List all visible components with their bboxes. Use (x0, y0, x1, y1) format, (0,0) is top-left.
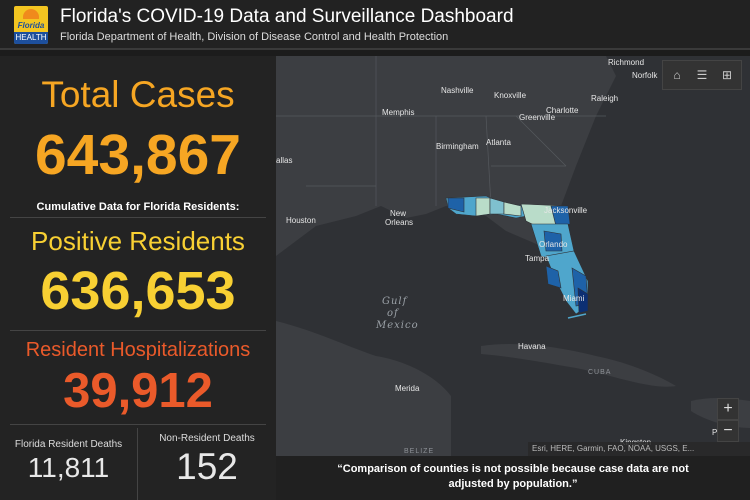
map-label-richmond: Richmond (608, 58, 645, 67)
nonresident-deaths-label: Non-Resident Deaths (159, 433, 255, 444)
basemap (276, 56, 750, 456)
map-label-orlando: Orlando (539, 240, 568, 249)
resident-deaths-value: 11,811 (27, 452, 110, 483)
page-title: Florida's COVID-19 Data and Surveillance… (60, 6, 514, 27)
hospitalizations-label: Resident Hospitalizations (25, 339, 251, 361)
florida-keys (567, 313, 587, 319)
positive-residents-label: Positive Residents (31, 226, 245, 256)
cumulative-label: Cumulative Data for Florida Residents: (36, 201, 240, 213)
map-label-merida: Merida (395, 384, 420, 393)
map-label-birmingham: Birmingham (436, 142, 479, 151)
list-icon[interactable]: ☰ (696, 68, 708, 82)
dashboard-header: Florida HEALTH Florida's COVID-19 Data a… (0, 0, 750, 50)
home-icon[interactable]: ⌂ (673, 68, 681, 82)
map-label-knoxville: Knoxville (494, 91, 527, 100)
qr-icon[interactable]: ⊞ (721, 68, 733, 82)
map-attribution[interactable]: Esri, HERE, Garmin, FAO, NOAA, USGS, E..… (528, 442, 750, 456)
zoom-in-button[interactable]: + (717, 398, 739, 420)
note-line-2: adjusted by population.” (448, 478, 578, 490)
stats-panel: Total Cases 643,867 Cumulative Data for … (0, 56, 276, 500)
map-label-atlanta: Atlanta (486, 138, 511, 147)
map-label-charlotte: Charlotte (546, 106, 579, 115)
zoom-out-button[interactable]: − (717, 420, 739, 442)
map-label-gulf-3: Mexico (376, 320, 419, 331)
nonresident-deaths-value: 152 (176, 446, 238, 487)
map-label-tampa: Tampa (525, 254, 550, 263)
map-label-new-orleans-1: New (390, 209, 407, 218)
comparison-note: “Comparison of counties is not possible … (276, 456, 750, 500)
map-label-norfolk: Norfolk (632, 71, 658, 80)
map-label-cuba: CUBA (588, 369, 612, 376)
florida-health-logo: Florida HEALTH (14, 6, 48, 44)
logo-text-bottom: HEALTH (14, 32, 48, 44)
map-label-belize: BELIZE (404, 448, 435, 455)
vertical-divider (137, 428, 138, 500)
sun-icon (23, 9, 39, 19)
map-label-gulf-1: Gulf (382, 296, 408, 307)
map-label-raleigh: Raleigh (591, 94, 619, 103)
map-toolbar: ⌂ ☰ ⊞ (662, 60, 742, 90)
total-cases-label: Total Cases (41, 74, 235, 115)
map-label-greenville: Greenville (519, 113, 556, 122)
county-map[interactable]: Richmond Norfolk Nashville Knoxville Ral… (276, 56, 750, 456)
resident-deaths-label: Florida Resident Deaths (14, 439, 123, 450)
cuba-land (481, 344, 676, 387)
mexico-land (276, 321, 451, 456)
note-line-1: “Comparison of counties is not possible … (337, 463, 689, 475)
total-cases-value: 643,867 (34, 123, 242, 187)
us-land (276, 56, 750, 256)
map-label-dallas: allas (276, 156, 293, 165)
map-label-miami: Miami (563, 294, 585, 303)
divider (10, 330, 266, 331)
map-label-jacksonville: Jacksonville (544, 206, 588, 215)
map-label-gulf-2: of (387, 308, 399, 319)
page-subtitle: Florida Department of Health, Division o… (60, 31, 449, 43)
divider (10, 424, 266, 425)
map-label-houston: Houston (286, 216, 316, 225)
map-label-memphis: Memphis (382, 108, 415, 117)
map-label-nashville: Nashville (441, 86, 474, 95)
map-label-havana: Havana (518, 342, 546, 351)
map-label-new-orleans-2: Orleans (385, 218, 414, 227)
divider (10, 217, 266, 218)
logo-text-top: Florida (17, 21, 45, 30)
positive-residents-value: 636,653 (40, 261, 236, 321)
hospitalizations-value: 39,912 (63, 364, 213, 418)
